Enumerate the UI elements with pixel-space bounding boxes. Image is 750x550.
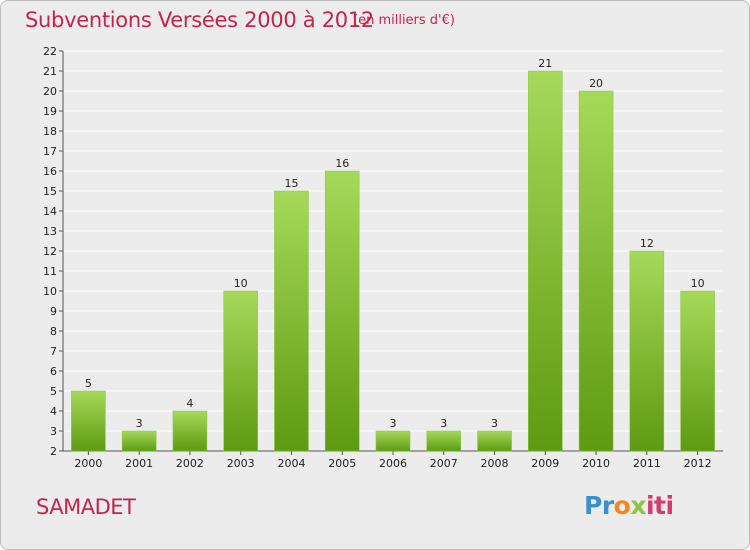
- logo-part-2: o: [613, 491, 631, 520]
- bar-2008: [477, 430, 512, 452]
- y-tick-label: 3: [50, 425, 57, 438]
- chart-title: Subventions Versées 2000 à 2012: [25, 8, 374, 32]
- x-tick-label-2007: 2007: [430, 457, 458, 470]
- y-tick-label: 17: [43, 145, 57, 158]
- y-tick-label: 18: [43, 125, 57, 138]
- value-label-2010: 20: [589, 77, 603, 90]
- y-tick-label: 7: [50, 345, 57, 358]
- bar-layer: [71, 70, 715, 452]
- y-tick-label: 5: [50, 385, 57, 398]
- x-tick-label-2001: 2001: [125, 457, 153, 470]
- bar-2012: [680, 290, 715, 452]
- axis-layer: 2 3 4 5 6 7 8 9 10 11 12 13 14 15 16 17 18 19 20 21 22 2000 20…: [43, 45, 723, 470]
- y-tick-label: 8: [50, 325, 57, 338]
- bar-2000: [71, 390, 106, 452]
- x-tick-label-2003: 2003: [227, 457, 255, 470]
- x-tick-label-2002: 2002: [176, 457, 204, 470]
- value-label-2008: 3: [491, 417, 498, 430]
- y-tick-label: 12: [43, 245, 57, 258]
- bar-2011: [629, 250, 665, 452]
- value-label-2003: 10: [234, 277, 248, 290]
- value-label-2009: 21: [538, 57, 552, 70]
- x-tick-label-2000: 2000: [74, 457, 102, 470]
- y-tick-label: 19: [43, 105, 57, 118]
- x-tick-label-2008: 2008: [481, 457, 509, 470]
- y-tick-label: 2: [50, 445, 57, 458]
- bar-2004: [274, 190, 309, 452]
- chart-subtitle: (en milliers d'€): [353, 13, 455, 28]
- y-tick-label: 6: [50, 365, 57, 378]
- y-tick-label: 9: [50, 305, 57, 318]
- y-tick-label: 22: [43, 45, 57, 58]
- commune-name: SAMADET: [36, 495, 136, 519]
- y-tick-label: 4: [50, 405, 57, 418]
- logo-part-4: iti: [645, 491, 674, 520]
- bar-2010: [578, 90, 614, 452]
- value-label-2002: 4: [186, 397, 193, 410]
- proxiti-logo[interactable]: Proxiti: [584, 491, 674, 520]
- value-label-2012: 10: [691, 277, 705, 290]
- y-tick-label: 21: [43, 65, 57, 78]
- bar-2002: [172, 410, 208, 452]
- x-tick-label-2004: 2004: [277, 457, 305, 470]
- x-tick-label-2009: 2009: [531, 457, 559, 470]
- x-tick-label-2010: 2010: [582, 457, 610, 470]
- y-tick-label: 20: [43, 85, 57, 98]
- y-tick-label: 13: [43, 225, 57, 238]
- value-label-2007: 3: [440, 417, 447, 430]
- grid-layer: [63, 50, 723, 452]
- bar-2006: [375, 430, 411, 452]
- logo-part-3: x: [630, 491, 646, 520]
- label-layer: 5 3 4 10 15 16 3 3 3 21 20 12 10: [85, 57, 705, 430]
- y-tick-label: 15: [43, 185, 57, 198]
- bar-2009: [528, 70, 563, 452]
- value-label-2001: 3: [136, 417, 143, 430]
- logo-part-1: Pr: [584, 491, 614, 520]
- value-label-2005: 16: [335, 157, 349, 170]
- bar-2005: [324, 170, 360, 452]
- bar-2003: [223, 290, 258, 452]
- bar-2007: [426, 430, 462, 452]
- y-tick-label: 11: [43, 265, 57, 278]
- y-tick-label: 16: [43, 165, 57, 178]
- value-label-2006: 3: [390, 417, 397, 430]
- bar-2001: [121, 430, 157, 452]
- value-label-2000: 5: [85, 377, 92, 390]
- y-tick-label: 10: [43, 285, 57, 298]
- x-tick-label-2011: 2011: [633, 457, 661, 470]
- x-tick-label-2006: 2006: [379, 457, 407, 470]
- value-label-2004: 15: [284, 177, 298, 190]
- y-tick-label: 14: [43, 205, 57, 218]
- x-tick-label-2012: 2012: [684, 457, 712, 470]
- x-tick-label-2005: 2005: [328, 457, 356, 470]
- value-label-2011: 12: [640, 237, 654, 250]
